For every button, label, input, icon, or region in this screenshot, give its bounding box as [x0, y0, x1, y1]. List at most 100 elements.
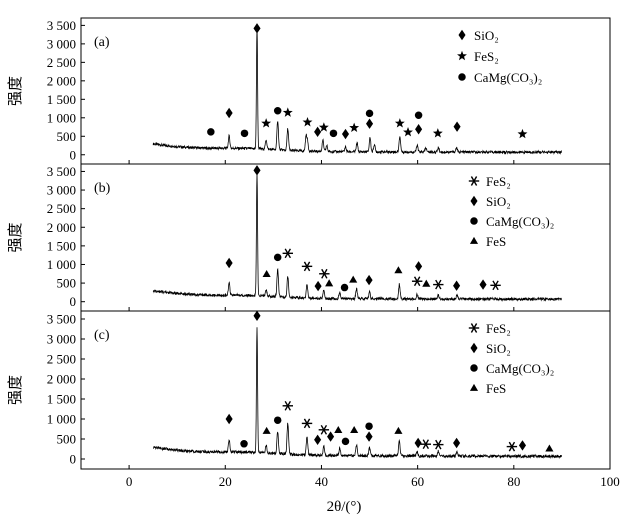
- y-tick-label: 1 500: [47, 238, 76, 253]
- xrd-spectrum-line: [152, 172, 562, 302]
- peak-marker-diamond: [365, 431, 373, 442]
- y-tick-label: 3 000: [47, 36, 76, 51]
- y-tick-label: 500: [57, 129, 77, 144]
- peak-marker-circle: [365, 422, 373, 430]
- peak-marker-asterisk: [433, 279, 444, 290]
- y-axis-label: 强度: [6, 222, 24, 252]
- peak-marker-triangle: [394, 426, 403, 434]
- legend-diamond-icon: [470, 195, 478, 207]
- peak-marker-diamond: [314, 280, 322, 292]
- peak-marker-star: [318, 122, 329, 132]
- peak-marker-diamond: [253, 23, 261, 34]
- peak-marker-star: [302, 117, 313, 127]
- panel-label: (b): [94, 181, 111, 196]
- x-tick-label: 20: [219, 474, 232, 489]
- panel-label: (c): [94, 328, 110, 343]
- peak-marker-triangle: [350, 426, 359, 434]
- plot-frame: [80, 17, 611, 165]
- peak-marker-diamond: [518, 440, 527, 451]
- peak-marker-diamond: [415, 124, 423, 135]
- peak-marker-star: [403, 127, 413, 137]
- peak-marker-circle: [273, 253, 282, 262]
- panel-b: 0 500 1 000 1 500 2 000 2 500 3 000 3 500 强度 (b) F…: [6, 163, 611, 312]
- y-tick-label: 3 500: [47, 312, 76, 327]
- y-tick-label: 1 000: [47, 257, 76, 272]
- peak-marker-circle: [365, 109, 374, 118]
- peak-marker-asterisk: [506, 441, 518, 452]
- peak-marker-diamond: [414, 437, 422, 449]
- x-tick-label: 60: [411, 474, 424, 489]
- peak-marker-diamond: [453, 437, 461, 449]
- peak-marker-asterisk: [319, 268, 330, 279]
- y-tick-label: 1 000: [47, 412, 76, 427]
- xrd-spectrum-line: [153, 327, 563, 460]
- peak-marker-triangle: [545, 444, 554, 452]
- y-axis-label: 强度: [6, 76, 24, 106]
- legend-label: FeS: [486, 234, 506, 249]
- peak-marker-asterisk: [490, 280, 501, 291]
- peak-marker-asterisk: [420, 439, 432, 450]
- peak-marker-asterisk: [282, 400, 293, 411]
- peak-marker-star: [394, 118, 405, 128]
- legend-asterisk-icon: [468, 176, 480, 186]
- legend-diamond-icon: [458, 29, 466, 41]
- legend-circle-icon: [458, 73, 466, 81]
- legend-label: SiO₂: [474, 28, 499, 43]
- x-tick-label: 80: [507, 474, 520, 489]
- legend-diamond-icon: [470, 342, 478, 354]
- y-tick-label: 2 000: [47, 73, 76, 88]
- peak-marker-diamond: [327, 431, 335, 442]
- peak-marker-circle: [240, 129, 249, 138]
- legend-label: FeS₂: [474, 49, 499, 64]
- peak-marker-asterisk: [433, 439, 444, 450]
- panels: 0 500 1 000 1 500 2 000 2 500 3 000 3 500 强度 (a) S…: [6, 17, 611, 470]
- y-tick-label: 1 500: [47, 392, 76, 407]
- xrd-spectrum-line: [152, 25, 563, 155]
- legend-label: FeS₂: [486, 321, 511, 336]
- peak-marker-circle: [240, 440, 248, 448]
- x-tick-label: 40: [315, 474, 328, 489]
- peak-marker-triangle: [325, 279, 334, 287]
- legend-label: CaMg(CO₃)₂: [486, 361, 554, 376]
- legend-triangle-icon: [469, 236, 479, 244]
- peak-marker-triangle: [394, 266, 403, 274]
- peak-marker-diamond: [341, 128, 350, 140]
- x-tick-label: 0: [126, 474, 133, 489]
- legend-triangle-icon: [469, 383, 479, 391]
- peak-marker-diamond: [366, 118, 374, 129]
- peak-marker-diamond: [225, 107, 233, 119]
- y-tick-label: 0: [70, 452, 77, 467]
- peak-marker-diamond: [314, 126, 322, 138]
- peak-marker-circle: [207, 128, 215, 136]
- legend-asterisk-icon: [468, 323, 480, 333]
- y-tick-label: 500: [57, 432, 77, 447]
- y-tick-label: 2 500: [47, 352, 76, 367]
- panel-label: (a): [94, 35, 110, 50]
- legend: SiO₂ FeS₂ CaMg(CO₃)₂: [457, 28, 542, 85]
- peak-marker-asterisk: [282, 248, 293, 259]
- y-tick-label: 1 500: [47, 92, 76, 107]
- peak-marker-star: [282, 107, 293, 117]
- legend: FeS₂ SiO₂ CaMg(CO₃)₂ FeS: [468, 321, 554, 396]
- peak-marker-star: [432, 128, 443, 138]
- x-axis-label: 2θ/(°): [327, 499, 362, 515]
- peak-marker-circle: [340, 283, 349, 292]
- y-tick-label: 2 500: [47, 201, 76, 216]
- legend-label: SiO₂: [486, 194, 511, 209]
- legend-star-icon: [457, 50, 467, 61]
- peak-marker-asterisk: [301, 418, 313, 429]
- peak-marker-diamond: [365, 274, 373, 286]
- peak-marker-circle: [414, 111, 423, 119]
- legend-label: CaMg(CO₃)₂: [474, 70, 542, 85]
- peak-marker-circle: [341, 437, 350, 446]
- panel-a: 0 500 1 000 1 500 2 000 2 500 3 000 3 500 强度 (a) S…: [6, 17, 611, 165]
- legend-circle-icon: [470, 364, 478, 372]
- legend-circle-icon: [470, 217, 478, 225]
- legend-label: CaMg(CO₃)₂: [486, 214, 554, 229]
- y-tick-label: 3 500: [47, 164, 76, 179]
- x-axis-ticks: 0 20 40 60 80 100: [126, 474, 620, 489]
- peak-marker-diamond: [225, 413, 233, 425]
- y-tick-label: 0: [70, 147, 77, 162]
- peak-marker-diamond: [225, 257, 233, 269]
